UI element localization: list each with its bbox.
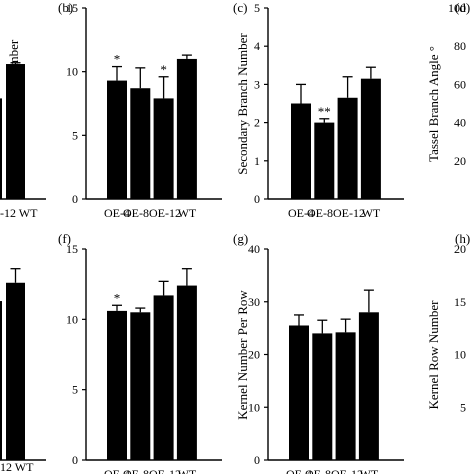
panel-label: (d) [455,0,470,15]
y-tick-label: 5 [460,400,466,414]
y-tick-label: 0 [254,453,260,467]
bar [153,98,174,199]
y-tick-label: 10 [66,312,78,326]
bar [6,64,25,199]
y-axis-label: Kernel Number Per Row [235,290,250,420]
y-tick-label: 10 [454,348,466,362]
y-tick-label: 2 [254,116,260,130]
y-tick-label: 80 [454,39,466,53]
panel-label: (b) [58,0,73,15]
x-tick-label: OE-4 [286,467,312,474]
x-tick-label: OE-8OE-12 [123,467,181,474]
bar [153,295,174,460]
y-tick-label: 5 [254,1,260,15]
x-tick-label: OE-4 [104,206,130,220]
y-tick-label: 10 [248,400,260,414]
y-tick-label: 5 [72,128,78,142]
x-tick-label: WT [178,206,197,220]
y-tick-label: 0 [72,192,78,206]
x-tick-label: OE-8OE-12 [123,206,181,220]
y-tick-label: 30 [248,295,260,309]
y-tick-label: 5 [72,383,78,397]
chart-panel-7: (h) Kernel Row Number 20 15 10 5 [426,231,470,414]
bar [0,301,2,460]
bar [312,333,333,460]
x-tick-label: WT [178,467,197,474]
panel-label: (h) [455,231,470,246]
y-axis-label: Secondary Branch Number [235,33,250,175]
y-tick-label: 10 [66,65,78,79]
chart-panel-5: (f) Stem Diameter mm 0 5 10 15 * OE-4OE-8OE-12W… [6,231,222,474]
significance-marker: * [160,62,167,77]
y-tick-label: 20 [248,348,260,362]
bar [130,312,151,460]
x-tick-label: OE-4 [288,206,314,220]
bar [289,325,309,460]
y-tick-label: 15 [454,295,466,309]
x-tick-label: OE-8OE-12 [307,206,365,220]
y-tick-label: 4 [254,39,260,53]
x-tick-label: WT [362,206,381,220]
y-tick-label: 0 [72,453,78,467]
x-tick-label: WT [360,467,379,474]
significance-marker: * [114,52,121,67]
chart-panel-4 [0,268,25,460]
y-tick-label: 40 [248,242,260,256]
bar [358,312,379,460]
y-axis-label: Primary Branch Number [6,39,21,168]
bar [130,88,151,199]
bar [291,103,311,199]
y-tick-label: 40 [454,116,466,130]
y-tick-label: 15 [66,1,78,15]
y-tick-label: 20 [454,154,466,168]
y-tick-label: 60 [454,77,466,91]
significance-marker: ** [318,104,331,119]
bar [360,78,381,199]
bar [107,80,127,199]
bar [0,98,2,199]
y-tick-label: 100 [448,1,466,15]
x-tick-label-partial: 12 WT [0,460,34,474]
y-axis-label: Tassel Branch Angle ° [426,46,441,162]
chart-panel-0: * [0,62,25,199]
chart-panel-6: (g) Kernel Number Per Row 0 10 20 30 40 OE-4OE-… [233,231,404,474]
bar [107,310,127,460]
y-axis-label: Stem Diameter mm [6,304,21,406]
y-axis-label: Kernel Row Number [426,300,441,410]
x-tick-label-partial: -12 WT [0,206,38,220]
bar [176,58,197,199]
significance-marker: * [114,290,121,305]
x-tick-label: OE-4 [104,467,130,474]
bar [337,97,358,199]
panel-label: (f) [58,231,71,246]
panel-label: (g) [233,231,248,246]
y-tick-label: 1 [254,154,260,168]
bar [6,282,25,460]
panel-label: (c) [233,0,247,15]
y-tick-label: 20 [454,242,466,256]
bar [314,122,335,199]
bar [335,332,356,460]
y-tick-label: 15 [66,242,78,256]
y-tick-label: 3 [254,77,260,91]
chart-panel-3: (d) Tassel Branch Angle ° 100 80 60 40 20 [426,0,470,168]
y-tick-label: 0 [254,192,260,206]
x-tick-label: OE-8OE-12 [305,467,363,474]
bar [176,285,197,460]
chart-panel-1: (b) Primary Branch Number 0 5 10 15 * * OE-4OE-8… [6,0,222,220]
chart-panel-2: (c) Secondary Branch Number 0 1 2 3 4 5 ** OE-4OE… [233,0,404,220]
